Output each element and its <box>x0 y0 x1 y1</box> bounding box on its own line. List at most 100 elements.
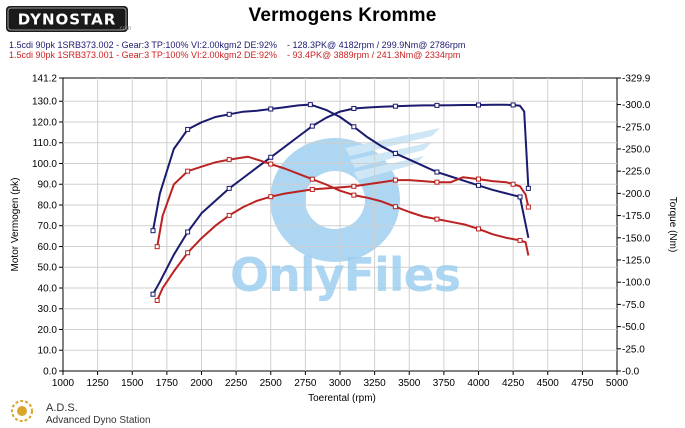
y-left-tick-label: 30.0 <box>38 304 58 315</box>
y-right-tick-label: -150.0 <box>622 233 651 244</box>
y-left-tick-label: 141.2 <box>32 74 57 85</box>
x-tick-label: 2750 <box>294 378 317 389</box>
series-point <box>510 181 516 187</box>
y-left-tick-label: 0.0 <box>43 367 57 378</box>
legend-run-2: 1.5cdi 90pk 1SRB373.001 - Gear:3 TP:100%… <box>9 50 461 60</box>
series-point <box>154 244 160 250</box>
series-point <box>226 111 232 117</box>
y-right-tick-label: -225.0 <box>622 167 651 178</box>
y-right-tick-label: -100.0 <box>622 278 651 289</box>
x-tick-label: 4750 <box>571 378 594 389</box>
watermark-text: OnlyFiles <box>230 248 461 302</box>
series-point <box>434 169 440 175</box>
series-point <box>392 150 398 156</box>
series-point <box>392 177 398 183</box>
y-left-tick-label: 120.0 <box>32 117 57 128</box>
y-right-tick-label: -50.0 <box>622 322 645 333</box>
x-tick-label: 1250 <box>87 378 110 389</box>
series-point <box>268 106 274 112</box>
page-title: Vermogens Kromme <box>248 5 437 26</box>
y-right-tick-label: -175.0 <box>622 211 651 222</box>
series-point <box>351 106 357 112</box>
series-point <box>510 102 516 108</box>
y-right-tick-label: -0.0 <box>622 367 640 378</box>
footer-subtitle: Advanced Dyno Station <box>46 415 151 426</box>
logo-text: DYNOSTAR <box>18 11 117 29</box>
series-point <box>268 154 274 160</box>
series-point <box>392 103 398 109</box>
y-right-tick-label: -200.0 <box>622 189 651 200</box>
series-point <box>351 124 357 130</box>
x-tick-label: 2250 <box>225 378 248 389</box>
logo-sub-text: .com <box>118 26 132 32</box>
series-point <box>185 250 191 256</box>
y-left-tick-label: 130.0 <box>32 97 57 108</box>
series-point <box>309 186 315 192</box>
y-left-tick-label: 40.0 <box>38 283 58 294</box>
y-left-tick-label: 10.0 <box>38 346 58 357</box>
y-right-tick-label: -75.0 <box>622 300 645 311</box>
series-point <box>434 216 440 222</box>
x-tick-label: 2000 <box>190 378 213 389</box>
series-point <box>150 228 156 234</box>
series-point <box>525 185 531 191</box>
y-left-tick-label: 100.0 <box>32 159 57 170</box>
y-right-tick-label: -275.0 <box>622 122 651 133</box>
dynostar-logo: DYNOSTAR <box>6 6 128 32</box>
y-right-tick-label: -250.0 <box>622 144 651 155</box>
series-point <box>185 168 191 174</box>
y-right-tick-label: -300.0 <box>622 100 651 111</box>
y-left-tick-label: 50.0 <box>38 263 58 274</box>
x-tick-label: 2500 <box>260 378 283 389</box>
series-point <box>226 212 232 218</box>
series-point <box>525 204 531 210</box>
series-point <box>476 182 481 188</box>
series-point <box>476 226 481 232</box>
series-point <box>392 204 398 210</box>
x-tick-label: 1000 <box>52 378 75 389</box>
series-point <box>309 123 315 129</box>
y-right-axis-label: Torque (Nm) <box>667 197 678 253</box>
x-tick-label: 4250 <box>502 378 525 389</box>
y-left-axis-label: Motor Vermogen (pk) <box>10 178 21 272</box>
x-tick-label: 1750 <box>156 378 179 389</box>
x-tick-label: 3000 <box>329 378 352 389</box>
series-point <box>150 291 156 297</box>
y-right-tick-label: -329.9 <box>622 74 651 85</box>
series-point <box>476 176 481 182</box>
legend-run-1: 1.5cdi 90pk 1SRB373.002 - Gear:3 TP:100%… <box>9 40 466 50</box>
series-point <box>434 179 440 185</box>
y-left-tick-label: 80.0 <box>38 200 58 211</box>
series-line-2 <box>152 103 530 239</box>
ads-logo-icon <box>11 400 33 422</box>
footer-brand: A.D.S. <box>46 402 78 414</box>
series-point <box>268 161 274 167</box>
x-tick-label: 5000 <box>606 378 629 389</box>
y-right-tick-label: -25.0 <box>622 344 645 355</box>
x-tick-label: 3500 <box>398 378 421 389</box>
y-right-tick-label: -125.0 <box>622 255 651 266</box>
series-point <box>226 185 232 191</box>
y-left-tick-label: 90.0 <box>38 180 58 191</box>
x-tick-label: 3250 <box>364 378 387 389</box>
series-point <box>307 102 313 108</box>
x-axis-label: Toerental (rpm) <box>308 393 376 404</box>
series-point <box>476 102 481 108</box>
series-point <box>185 126 191 132</box>
series-point <box>154 297 160 303</box>
x-tick-label: 4500 <box>537 378 560 389</box>
series-point <box>309 176 315 182</box>
y-left-tick-label: 60.0 <box>38 242 58 253</box>
y-left-tick-label: 110.0 <box>33 138 58 149</box>
x-tick-label: 1500 <box>121 378 144 389</box>
series-point <box>268 194 274 200</box>
series-point <box>351 192 357 198</box>
series-point <box>185 229 191 235</box>
series-point <box>434 102 440 108</box>
series-point <box>517 194 523 200</box>
series-point <box>517 237 523 243</box>
series-point <box>351 183 357 189</box>
watermark-emblem <box>270 128 440 262</box>
x-tick-label: 4000 <box>467 378 490 389</box>
